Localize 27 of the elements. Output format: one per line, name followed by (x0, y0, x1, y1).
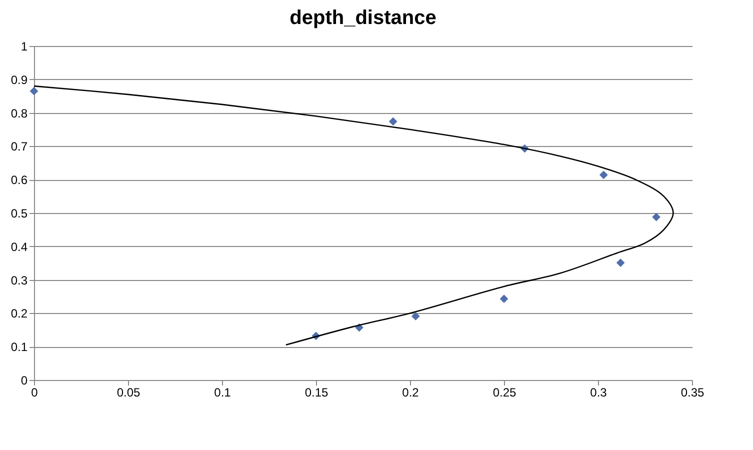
point (652, 212, 660, 222)
y-tick-label: 0.8 (10, 106, 28, 120)
point (500, 294, 508, 304)
x-tick-label: 0.2 (402, 386, 420, 400)
x-tick-label: 0 (31, 386, 38, 400)
point (30, 86, 38, 96)
y-tick-label: 0.3 (10, 273, 28, 288)
y-tick-label: 0 (20, 374, 28, 388)
y-tick-label: 0.7 (10, 140, 28, 154)
y-tick-label: 1 (20, 40, 28, 54)
y-tick-label: 0.9 (10, 72, 28, 87)
x-tick-label: 0.05 (116, 386, 140, 400)
y-tick-label: 0.4 (10, 240, 28, 254)
x-tick-label: 0.35 (680, 386, 704, 400)
y-tick-label: 0.2 (10, 306, 28, 321)
y-tick-label: 0.6 (10, 173, 28, 188)
point (388, 117, 398, 126)
y-tick-label: 0.1 (10, 340, 28, 354)
y-tick-label: 0.5 (10, 206, 28, 220)
x-tick-label: 0.15 (304, 386, 328, 400)
point (599, 170, 608, 180)
x-tick-label: 0.3 (590, 386, 608, 400)
point (616, 258, 625, 267)
chart-title: depth_distance (290, 7, 436, 29)
x-tick-label: 0.25 (492, 386, 516, 400)
point (411, 312, 420, 320)
x-tick-label: 0.1 (214, 386, 232, 400)
